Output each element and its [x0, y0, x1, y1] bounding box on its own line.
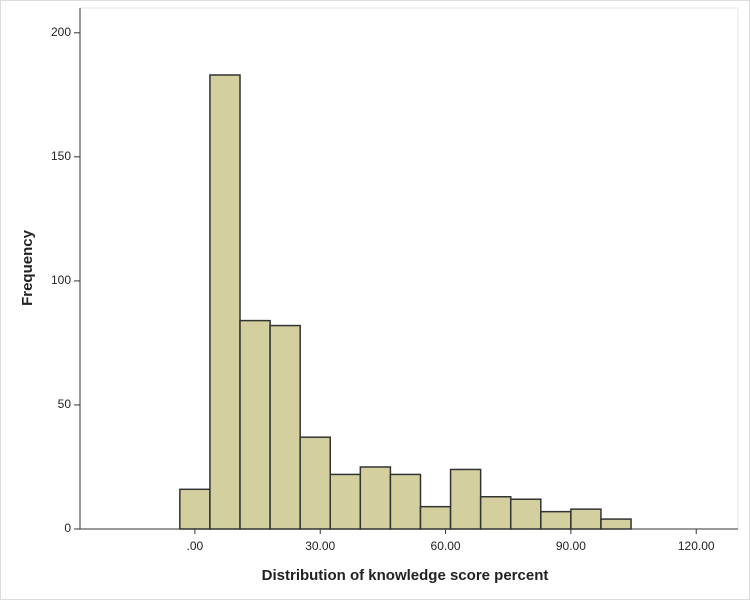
bar — [600, 518, 632, 530]
bar — [329, 473, 362, 530]
bar — [540, 510, 572, 530]
bar — [449, 468, 482, 530]
x-tick-label: .00 — [187, 539, 204, 553]
x-axis-title: Distribution of knowledge score percent — [262, 567, 549, 584]
x-tick-label: 120.00 — [678, 539, 715, 553]
bar — [209, 74, 241, 530]
x-tick-label: 90.00 — [556, 539, 586, 553]
bar — [509, 498, 542, 530]
x-tick-label: 60.00 — [431, 539, 461, 553]
bar — [570, 508, 602, 530]
bar — [269, 324, 301, 530]
bar — [479, 495, 512, 530]
bar — [239, 319, 271, 530]
y-axis-title: Frequency — [19, 229, 36, 306]
y-tick-label: 50 — [58, 397, 72, 411]
bar — [389, 473, 422, 530]
y-tick-label: 100 — [51, 273, 71, 287]
y-tick-label: 0 — [64, 521, 71, 535]
bar — [419, 505, 452, 530]
y-tick-label: 200 — [51, 25, 71, 39]
x-tick-label: 30.00 — [305, 539, 335, 553]
bar — [359, 466, 392, 530]
bar — [179, 488, 211, 530]
y-tick-label: 150 — [51, 149, 71, 163]
bar — [299, 436, 331, 530]
